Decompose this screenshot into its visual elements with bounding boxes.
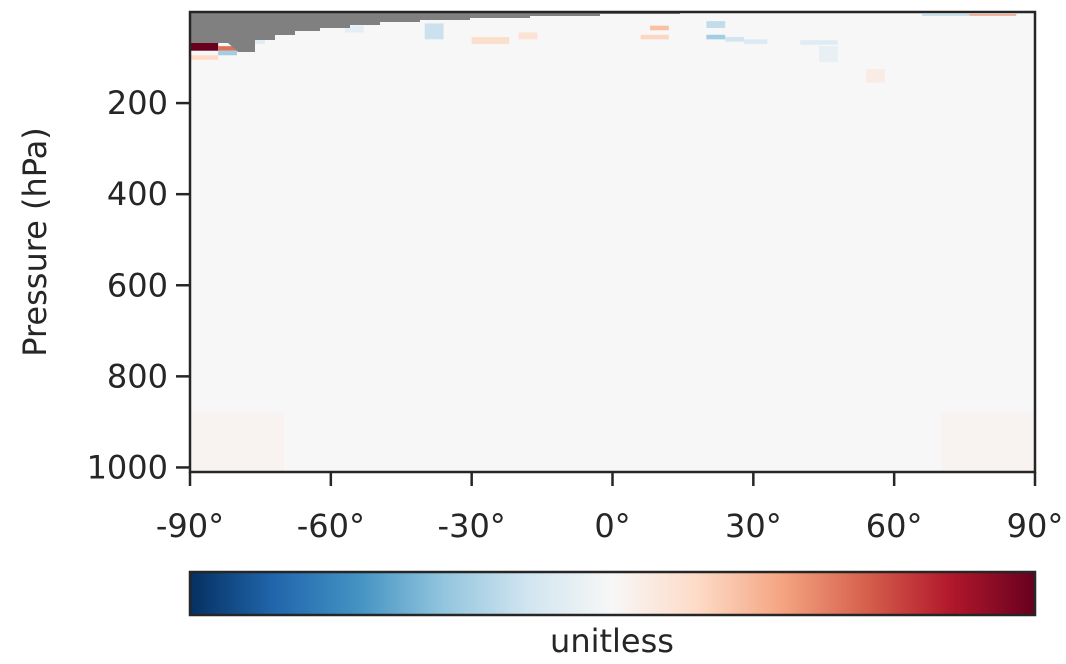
heatmap-cell-2 [218, 50, 237, 56]
heatmap-cell-18 [922, 14, 970, 16]
colorbar [188, 570, 1037, 617]
y-tick-label-2: 600 [107, 266, 168, 304]
y-tick-label-3: 800 [107, 357, 168, 395]
x-tick-label-1: -60° [297, 507, 365, 545]
heatmap-cell-12 [706, 34, 726, 40]
heatmap-cell-17 [866, 68, 885, 83]
heatmap-cell-4 [246, 37, 266, 44]
heatmap-cell-1 [218, 46, 237, 51]
heatmap-cell-6 [424, 23, 444, 40]
x-tick-label-0: -90° [156, 507, 224, 545]
plot-background [190, 12, 1035, 472]
heatmap-cell-7 [471, 37, 510, 44]
x-tick-label-4: 30° [725, 507, 782, 545]
heatmap-cell-14 [743, 39, 768, 44]
heatmap-cell-9 [650, 25, 669, 31]
missing-data-region [190, 12, 680, 52]
heatmap-cell-11 [706, 21, 726, 28]
y-tick-label-0: 200 [107, 84, 168, 122]
heatmap-cell-8 [518, 32, 538, 40]
y-tick-label-1: 400 [107, 175, 168, 213]
y-tick-label-4: 1000 [87, 448, 168, 486]
y-axis-label: Pressure (hPa) [16, 127, 54, 357]
x-tick-label-2: -30° [438, 507, 506, 545]
heatmap-cell-16 [819, 46, 838, 63]
heatmap-cell-10 [640, 34, 669, 40]
heatmap-layer [190, 12, 1035, 472]
heatmap-cell-15 [800, 40, 838, 45]
colorbar-label: unitless [550, 622, 674, 660]
x-tick-label-5: 60° [866, 507, 923, 545]
heatmap-cell-3 [190, 55, 219, 60]
heatmap-cell-19 [969, 14, 1017, 16]
x-tick-label-6: 90° [1007, 507, 1064, 545]
heatmap-cell-21 [941, 412, 1035, 472]
heatmap-cell-13 [725, 37, 744, 42]
heatmap-cell-5 [344, 25, 364, 33]
heatmap-cell-20 [190, 412, 284, 472]
x-axis: -90° -60° -30° 0° 30° 60° 90° [156, 472, 1063, 545]
y-axis: 200 400 600 800 1000 [87, 84, 190, 486]
heatmap-cell-0 [190, 41, 219, 51]
x-tick-label-3: 0° [594, 507, 630, 545]
